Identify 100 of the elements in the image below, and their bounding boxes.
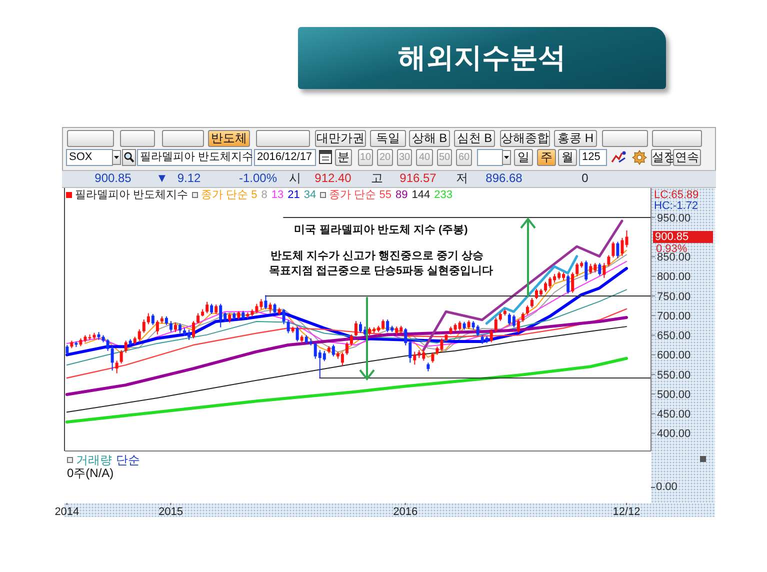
line-series: [66, 308, 628, 379]
candlestick: [214, 304, 218, 315]
text: 916.57: [400, 171, 436, 185]
button: 독일: [370, 130, 406, 147]
text-field: 필라델피아 반도체지수: [137, 149, 252, 166]
y-tick-label: 650.00: [657, 330, 691, 342]
text: 89: [396, 189, 408, 201]
button: 분: [335, 149, 352, 166]
candlestick: [589, 263, 592, 274]
text: 거래량: [76, 453, 112, 467]
candlestick: [607, 254, 610, 267]
candlestick: [345, 342, 348, 356]
text: 896.68: [486, 171, 522, 185]
button: 일: [514, 149, 533, 166]
line-series: [66, 326, 628, 413]
candlestick: [296, 326, 299, 342]
y-tick-label: 550.00: [657, 369, 691, 382]
y-tick-label: 450.00: [657, 408, 691, 421]
candlestick: [174, 322, 177, 333]
candlestick: [219, 303, 222, 328]
candlestick: [120, 350, 123, 364]
candlestick: [571, 272, 574, 294]
text: 233: [434, 189, 452, 201]
x-tick-label: 2016: [393, 506, 418, 518]
candlestick: [282, 308, 286, 325]
y-tick-label: 600.00: [657, 350, 691, 362]
text: 13: [271, 189, 284, 201]
line-series: [66, 289, 628, 366]
candlestick: [476, 324, 480, 336]
candlestick: [206, 301, 209, 314]
button: 대만가권: [315, 130, 366, 147]
y-tick-label: 500.00: [657, 388, 691, 401]
text: 34: [304, 189, 316, 201]
text-field: 125: [579, 149, 607, 166]
button: 50: [437, 149, 452, 166]
candlestick: [273, 302, 276, 315]
candlestick: [616, 241, 620, 259]
candlestick: [598, 262, 602, 276]
line-series: [65, 316, 628, 396]
chart-title: 해외지수분석: [398, 41, 566, 75]
candlestick: [66, 344, 69, 356]
candlestick: [142, 319, 146, 334]
button: 연속: [673, 149, 701, 166]
candlestick: [286, 320, 290, 334]
text: 8: [261, 189, 268, 201]
candlestick: [576, 262, 579, 277]
text: 9.12: [177, 171, 201, 185]
candlestick: [340, 352, 344, 366]
text: 912.40: [314, 171, 352, 185]
candlestick: [526, 304, 529, 316]
candlestick: [612, 241, 615, 258]
text: 900.85: [653, 230, 713, 243]
text-field: SOX: [66, 149, 113, 166]
candlestick: [115, 360, 118, 374]
button: 심천 B: [454, 130, 495, 147]
legend-label: 필라델피아 반도체지수: [75, 189, 188, 201]
button: 주: [537, 149, 556, 166]
candlestick: [228, 312, 232, 324]
annotation: 반도체 지수가 신고가 행진중으로 중기 상승: [270, 250, 484, 263]
candlestick: [530, 297, 534, 308]
button: 홍콩 H: [554, 130, 597, 147]
x-tick-label: 2015: [158, 506, 183, 518]
candlestick: [268, 302, 272, 314]
candlestick: [110, 344, 114, 372]
text: 144: [412, 189, 430, 201]
candlestick: [602, 262, 606, 278]
annotation: 목표지점 접근중으로 단승5파동 실현중입니다: [268, 265, 494, 278]
candlestick: [156, 320, 159, 335]
button: 10: [358, 149, 373, 166]
candlestick: [192, 320, 196, 339]
button: 상해종합: [500, 130, 550, 147]
candlestick: [332, 344, 335, 357]
candlestick: [196, 312, 200, 324]
candlestick: [359, 321, 362, 334]
button: 반도체: [208, 130, 250, 147]
line-series: [65, 356, 628, 424]
candlestick: [431, 352, 434, 364]
candlestick: [458, 320, 462, 331]
candlestick: [264, 294, 268, 310]
text: 저: [456, 171, 468, 185]
y-tick-label: 400.00: [657, 428, 691, 440]
candlestick: [124, 340, 128, 354]
candlestick: [386, 319, 390, 333]
text: 0.00: [656, 481, 678, 494]
text: 21: [288, 189, 300, 201]
annotation: 미국 필라델피아 반도체 지수 (주봉): [294, 224, 468, 237]
y-tick-label: 750.00: [657, 290, 691, 303]
candlestick: [512, 314, 516, 328]
candlestick: [584, 260, 588, 282]
candlestick: [354, 320, 358, 336]
text: 900.85: [94, 171, 132, 185]
y-tick-label: 950.00: [657, 212, 691, 224]
button: 60: [456, 149, 472, 166]
button: 30: [397, 149, 412, 166]
text: LC:65.89: [654, 189, 699, 201]
text: 시: [289, 171, 301, 185]
candlestick: [322, 350, 326, 362]
candlestick: [169, 320, 172, 332]
candlestick: [413, 351, 416, 366]
button: 20: [377, 149, 393, 166]
